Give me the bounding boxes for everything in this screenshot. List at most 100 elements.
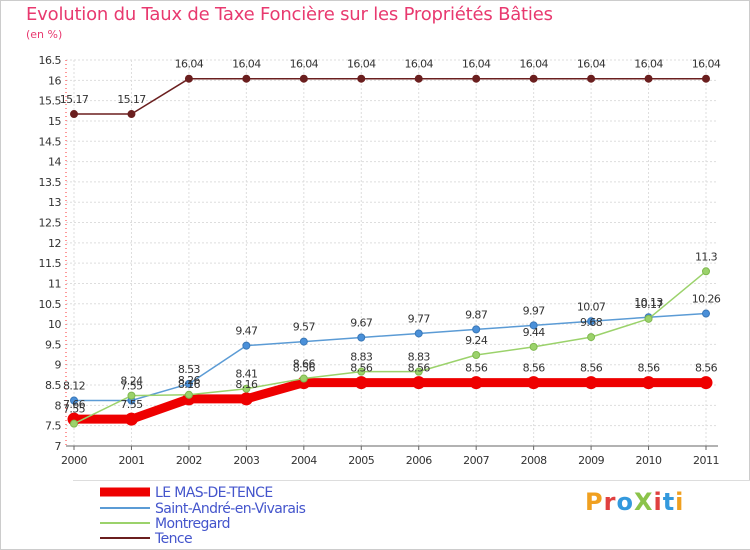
data-point-saint-andr-en-vivarais xyxy=(184,379,193,388)
data-label-saint-andr-en-vivarais: 9.47 xyxy=(235,325,258,338)
y-tick-label: 8.5 xyxy=(45,379,61,392)
data-point-le-mas-de-tence xyxy=(699,376,713,390)
data-point-tence xyxy=(70,110,78,119)
data-point-le-mas-de-tence xyxy=(584,376,598,390)
data-label-le-mas-de-tence: 8.16 xyxy=(235,378,258,391)
y-tick-label: 11 xyxy=(48,277,61,290)
y-tick-label: 12.5 xyxy=(39,217,62,230)
data-label-tence: 16.04 xyxy=(577,58,606,71)
y-tick-label: 16.5 xyxy=(39,54,62,67)
data-point-montregard xyxy=(414,367,423,376)
data-point-montregard xyxy=(242,384,251,393)
data-label-tence: 15.17 xyxy=(60,93,89,106)
data-label-le-mas-de-tence: 8.56 xyxy=(350,362,373,375)
data-point-tence xyxy=(702,74,710,83)
data-point-tence xyxy=(184,74,193,83)
data-point-montregard xyxy=(472,350,481,359)
data-label-saint-andr-en-vivarais: 10.13 xyxy=(634,296,663,309)
x-tick-label: 2009 xyxy=(578,454,604,467)
y-tick-label: 13 xyxy=(48,196,61,209)
data-label-le-mas-de-tence: 8.56 xyxy=(293,362,316,375)
data-label-montregard: 8.24 xyxy=(120,375,143,388)
data-point-le-mas-de-tence xyxy=(354,376,368,390)
data-point-montregard xyxy=(299,374,308,383)
data-point-montregard xyxy=(529,342,538,351)
x-tick-label: 2007 xyxy=(463,454,489,467)
data-point-tence xyxy=(357,74,366,83)
series-line-montregard xyxy=(73,270,707,425)
series-lines xyxy=(67,74,713,428)
proxiti-logo: ProXiti xyxy=(585,488,684,516)
data-point-montregard xyxy=(644,314,653,323)
y-tick-label: 10.5 xyxy=(39,298,62,311)
data-label-montregard: 8.66 xyxy=(293,358,316,371)
data-point-saint-andr-en-vivarais xyxy=(414,329,423,338)
y-tick-label: 9 xyxy=(55,359,62,372)
data-label-le-mas-de-tence: 8.56 xyxy=(580,362,603,375)
y-tick-label: 7 xyxy=(55,440,62,453)
data-label-saint-andr-en-vivarais: 9.87 xyxy=(465,308,488,321)
data-point-le-mas-de-tence xyxy=(527,376,541,390)
x-tick-label: 2008 xyxy=(521,454,547,467)
data-label-montregard: 8.83 xyxy=(408,351,431,364)
data-label-saint-andr-en-vivarais: 9.97 xyxy=(523,304,546,317)
y-tick-label: 14 xyxy=(48,156,61,169)
data-point-le-mas-de-tence xyxy=(412,376,426,390)
data-label-tence: 16.04 xyxy=(175,58,204,71)
data-label-montregard: 9.68 xyxy=(580,316,603,329)
data-label-saint-andr-en-vivarais: 9.67 xyxy=(350,317,373,330)
y-tick-label: 11.5 xyxy=(39,257,62,270)
logo-letter: r xyxy=(603,488,617,516)
data-label-montregard: 9.24 xyxy=(465,334,488,347)
data-label-le-mas-de-tence: 8.16 xyxy=(178,378,201,391)
data-point-montregard xyxy=(70,419,78,428)
logo-letter: P xyxy=(585,488,604,516)
data-label-montregard: 10.17 xyxy=(634,298,663,311)
data-label-montregard: 9.44 xyxy=(523,326,546,339)
data-label-saint-andr-en-vivarais: 9.77 xyxy=(408,312,431,325)
data-point-tence xyxy=(472,74,481,83)
data-point-le-mas-de-tence xyxy=(124,412,138,426)
x-tick-label: 2004 xyxy=(291,454,317,467)
x-tick-label: 2000 xyxy=(61,454,87,467)
series-line-tence xyxy=(74,77,706,115)
series-line-le-mas-de-tence xyxy=(74,378,706,424)
data-label-tence: 15.17 xyxy=(117,93,146,106)
data-label-montregard: 8.26 xyxy=(178,374,201,387)
data-point-saint-andr-en-vivarais xyxy=(357,333,366,342)
y-tick-label: 12 xyxy=(48,237,61,250)
data-label-saint-andr-en-vivarais: 7.55 xyxy=(120,379,143,392)
data-point-saint-andr-en-vivarais xyxy=(299,337,308,346)
data-label-tence: 16.04 xyxy=(634,58,663,71)
data-point-saint-andr-en-vivarais xyxy=(529,321,538,330)
data-label-saint-andr-en-vivarais: 8.53 xyxy=(178,363,201,376)
x-tick-label: 2002 xyxy=(176,454,202,467)
y-tick-label: 15 xyxy=(48,115,61,128)
chart-title: Evolution du Taux de Taxe Foncière sur l… xyxy=(26,4,553,25)
data-point-saint-andr-en-vivarais xyxy=(702,309,710,318)
logo-letter: t xyxy=(662,488,676,516)
y-tick-label: 15.5 xyxy=(39,95,62,108)
y-tick-label: 16 xyxy=(48,74,61,87)
x-tick-label: 2005 xyxy=(348,454,374,467)
data-point-saint-andr-en-vivarais xyxy=(70,396,78,405)
logo-letter: i xyxy=(653,488,663,516)
data-label-le-mas-de-tence: 7.66 xyxy=(63,398,86,411)
data-label-tence: 16.04 xyxy=(347,58,376,71)
x-tick-label: 2006 xyxy=(406,454,432,467)
axes: 7 7.5 8 8.5 9 9.5 10 10.5 11 11.5 12 12.5 13 13.5 14 14… xyxy=(39,54,720,467)
x-tick-label: 2003 xyxy=(233,454,259,467)
data-label-saint-andr-en-vivarais: 10.07 xyxy=(577,300,606,313)
y-tick-label: 7.5 xyxy=(45,420,61,433)
grid-lines xyxy=(66,59,718,447)
data-label-tence: 16.04 xyxy=(692,58,721,71)
data-point-saint-andr-en-vivarais xyxy=(587,317,596,326)
data-label-montregard: 8.41 xyxy=(235,368,257,381)
data-label-tence: 16.04 xyxy=(519,58,548,71)
data-point-le-mas-de-tence xyxy=(642,376,656,390)
x-tick-label: 2001 xyxy=(118,454,144,467)
x-tick-label: 2011 xyxy=(693,454,719,467)
data-label-montregard: 7.55 xyxy=(63,403,86,416)
data-point-tence xyxy=(299,74,308,83)
